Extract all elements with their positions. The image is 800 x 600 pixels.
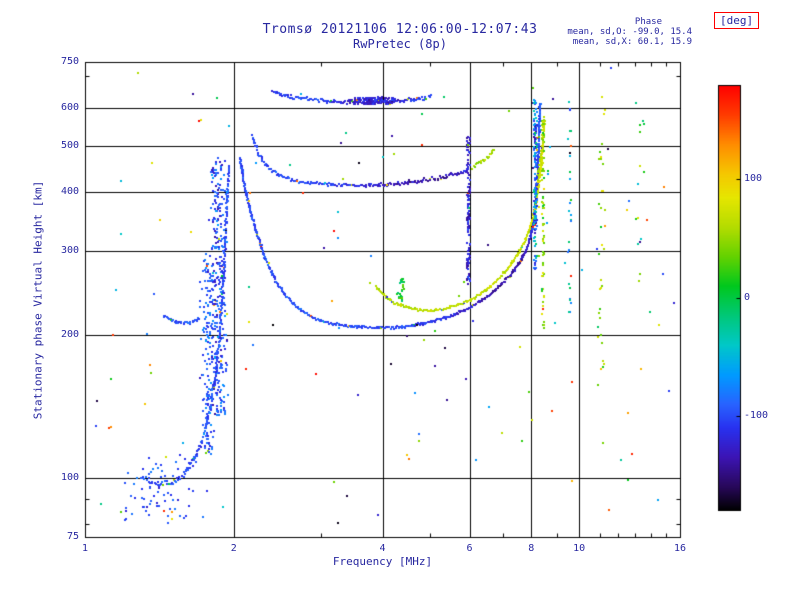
colorbar-unit-label: [deg] — [714, 12, 760, 29]
x-tick-label: 10 — [573, 543, 586, 554]
x-tick-label: 2 — [230, 543, 237, 554]
chart-subtitle: RwPretec (8p) — [353, 37, 447, 51]
x-tick-label: 6 — [466, 543, 473, 554]
y-tick-label: 400 — [60, 185, 79, 197]
phase-annotation-title: Phase — [634, 17, 662, 27]
phase-mean-x: mean, sd,X: 60.1, 15.9 — [572, 37, 692, 47]
y-tick-label: 750 — [60, 56, 79, 67]
chart-title: Tromsø 20121106 12:06:00-12:07:43 — [262, 22, 538, 37]
y-axis-label: Stationary phase Virtual Height [km] — [31, 180, 45, 420]
colorbar-tick-label: 100 — [744, 173, 763, 185]
x-tick-label: 1 — [81, 543, 89, 554]
x-tick-label: 4 — [379, 543, 386, 554]
y-tick-label: 300 — [60, 245, 79, 257]
y-tick-label: 600 — [60, 102, 79, 114]
y-tick-label: 75 — [66, 531, 79, 542]
x-axis-label: Frequency [MHz] — [332, 555, 433, 568]
y-tick-label: 500 — [60, 139, 79, 151]
colorbar-tick-label: -100 — [744, 409, 769, 421]
y-tick-label: 200 — [60, 328, 79, 340]
colorbar-tick-label: 0 — [744, 291, 751, 303]
x-tick-label: 16 — [673, 543, 687, 554]
phase-annotation: Phase mean, sd,O: -99.0, 15.4 mean, sd,X… — [567, 17, 692, 47]
x-tick-label: 8 — [528, 543, 535, 554]
y-tick-label: 100 — [60, 471, 79, 483]
phase-mean-o: mean, sd,O: -99.0, 15.4 — [567, 27, 692, 37]
